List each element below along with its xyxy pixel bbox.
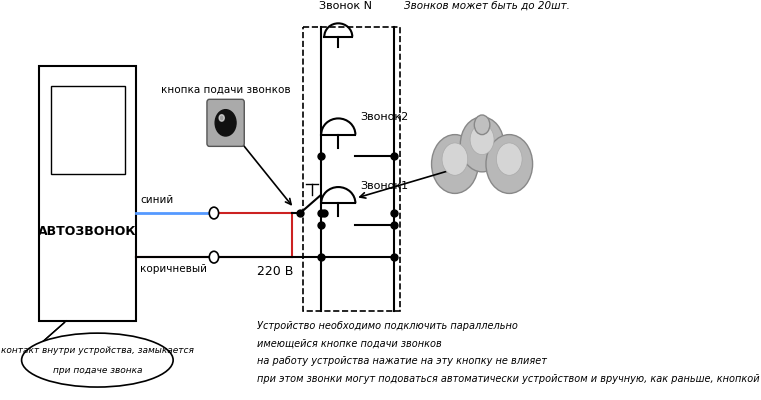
Bar (304, 27, 400, 311)
Circle shape (431, 135, 478, 194)
Bar (39, 66, 136, 321)
Circle shape (209, 207, 218, 219)
Text: Звонок2: Звонок2 (360, 112, 409, 122)
Text: Устройство необходимо подключить параллельно: Устройство необходимо подключить паралле… (256, 321, 517, 331)
Text: при подаче звонка: при подаче звонка (53, 366, 142, 375)
Circle shape (215, 110, 236, 136)
Text: контакт внутри устройства, замыкается: контакт внутри устройства, замыкается (1, 346, 194, 355)
Text: Звонок1: Звонок1 (360, 180, 408, 190)
Ellipse shape (21, 333, 174, 387)
Circle shape (474, 115, 490, 135)
Text: коричневый: коричневый (140, 264, 207, 274)
Circle shape (209, 251, 218, 263)
Text: АВТОЗВОНОК: АВТОЗВОНОК (38, 225, 137, 238)
Circle shape (460, 117, 504, 172)
Circle shape (496, 143, 522, 175)
Text: синий: синий (140, 195, 174, 205)
Text: при этом звонки могут подоваться автоматически устройством и вручную, как раньше: при этом звонки могут подоваться автомат… (256, 374, 759, 384)
Text: 220 В: 220 В (256, 265, 293, 278)
FancyBboxPatch shape (207, 99, 244, 146)
Circle shape (470, 124, 494, 155)
Text: кнопка подачи звонков: кнопка подачи звонков (161, 84, 291, 94)
Circle shape (219, 115, 224, 121)
Text: Звонков может быть до 20шт.: Звонков может быть до 20шт. (404, 1, 570, 11)
Text: на работу устройства нажатие на эту кнопку не влияет: на работу устройства нажатие на эту кноп… (256, 356, 546, 366)
Text: имеющейся кнопке подачи звонков: имеющейся кнопке подачи звонков (256, 338, 441, 348)
Circle shape (486, 135, 533, 194)
Text: Звонок N: Звонок N (319, 1, 372, 11)
Bar (51, 86, 125, 174)
Circle shape (442, 143, 468, 175)
